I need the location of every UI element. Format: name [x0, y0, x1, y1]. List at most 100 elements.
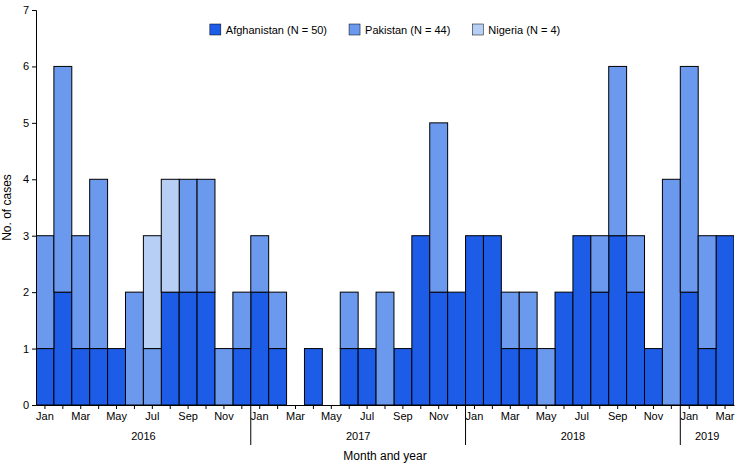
tick: Jul	[145, 405, 159, 422]
tick: Nov	[214, 405, 234, 422]
bar	[609, 66, 627, 235]
tick-mark	[32, 236, 36, 237]
tick: Mar	[71, 405, 90, 422]
year-separator	[250, 405, 251, 445]
tick-mark	[653, 405, 654, 409]
tick-mark	[349, 405, 350, 409]
tick: Jul	[575, 405, 589, 422]
year-separator	[465, 405, 466, 445]
bar	[233, 292, 251, 348]
tick: Mar	[716, 405, 735, 422]
tick: Jul	[360, 405, 374, 422]
tick-mark	[546, 405, 547, 409]
tick-mark	[62, 405, 63, 409]
bar	[537, 349, 555, 405]
tick: 6	[23, 60, 36, 72]
bar	[251, 292, 269, 405]
bar	[680, 66, 698, 292]
legend-label: Afghanistan (N = 50)	[226, 24, 327, 36]
tick-label: 3	[23, 230, 29, 242]
bar	[340, 292, 358, 348]
bar	[501, 292, 519, 348]
bar	[179, 292, 197, 405]
year-groups: 2016201720182019	[131, 405, 719, 445]
legend: Afghanistan (N = 50)Pakistan (N = 44)Nig…	[210, 24, 560, 36]
bar	[501, 349, 519, 405]
axis-line	[32, 11, 37, 406]
tick-mark	[134, 405, 135, 409]
tick-mark	[259, 405, 260, 409]
tick-mark	[32, 349, 36, 350]
bar	[72, 236, 90, 349]
bar	[394, 349, 412, 405]
tick-mark	[725, 405, 726, 409]
tick	[385, 405, 386, 409]
tick-mark	[32, 179, 36, 180]
tick-mark	[32, 405, 36, 406]
tick-mark	[385, 405, 386, 409]
series-bars	[143, 179, 179, 348]
tick-label: 2	[23, 286, 29, 298]
bar	[466, 236, 484, 405]
bar	[662, 179, 680, 405]
bar	[197, 292, 215, 405]
bar	[233, 349, 251, 405]
legend-label: Pakistan (N = 44)	[365, 24, 450, 36]
bar	[430, 123, 448, 292]
tick-mark	[402, 405, 403, 409]
tick-label: Mar	[716, 410, 735, 422]
tick	[134, 405, 135, 409]
tick	[528, 405, 529, 409]
tick: 3	[23, 230, 36, 242]
bar	[54, 66, 72, 292]
tick	[671, 405, 672, 409]
y-axis: 01234567	[23, 4, 37, 411]
bar	[591, 236, 609, 292]
tick-label: Sep	[393, 410, 413, 422]
tick-label: Jul	[145, 410, 159, 422]
tick-mark	[188, 405, 189, 409]
tick-mark	[331, 405, 332, 409]
tick-mark	[170, 405, 171, 409]
year-separator	[680, 405, 681, 445]
tick	[420, 405, 421, 409]
tick	[98, 405, 99, 409]
tick-mark	[44, 405, 45, 409]
tick-mark	[617, 405, 618, 409]
tick: Mar	[501, 405, 520, 422]
tick-label: Nov	[214, 410, 234, 422]
bar	[519, 292, 537, 348]
tick	[241, 405, 242, 409]
bar	[358, 349, 376, 405]
tick-mark	[707, 405, 708, 409]
tick: 7	[23, 4, 36, 16]
tick-mark	[367, 405, 368, 409]
tick-mark	[277, 405, 278, 409]
tick-label: Jul	[575, 410, 589, 422]
tick-mark	[241, 405, 242, 409]
tick-mark	[635, 405, 636, 409]
tick-mark	[32, 66, 36, 67]
tick: Sep	[608, 405, 628, 422]
tick-label: Sep	[608, 410, 628, 422]
tick-mark	[456, 405, 457, 409]
tick	[563, 405, 564, 409]
tick-label: 0	[23, 399, 29, 411]
tick: 5	[23, 117, 36, 129]
legend-item: Pakistan (N = 44)	[349, 24, 450, 36]
tick-mark	[32, 123, 36, 124]
x-axis-title: Month and year	[343, 449, 426, 463]
tick: Jan	[680, 405, 698, 422]
tick-mark	[32, 10, 36, 11]
series-bars	[36, 236, 734, 405]
tick-mark	[563, 405, 564, 409]
bar	[716, 236, 734, 405]
tick	[707, 405, 708, 409]
tick: Jan	[251, 405, 269, 422]
tick-label: 5	[23, 117, 29, 129]
tick-label: Jan	[36, 410, 54, 422]
x-axis: JanMarMayJulSepNovJanMarMayJulSepNovJanM…	[36, 405, 735, 422]
tick-label: Jul	[360, 410, 374, 422]
bar	[573, 236, 591, 405]
tick: May	[536, 405, 557, 422]
